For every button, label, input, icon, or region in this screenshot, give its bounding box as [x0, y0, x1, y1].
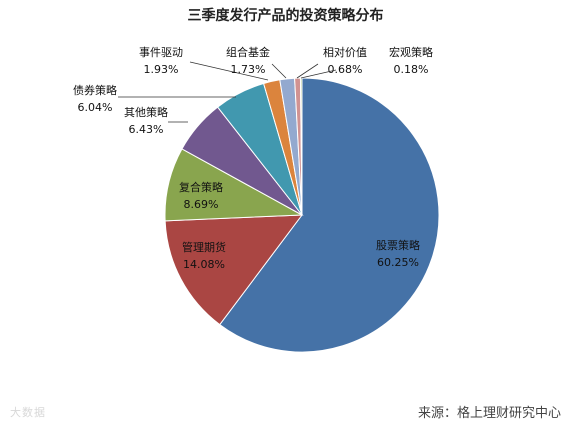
slice-label: 管理期货: [182, 240, 226, 254]
slice-value-label: 0.68%: [328, 63, 363, 76]
leader-line: [271, 63, 287, 79]
leader-line: [189, 61, 269, 81]
slice-label: 股票策略: [376, 238, 420, 252]
slice-label: 其他策略: [124, 105, 168, 119]
slice-value-label: 6.43%: [129, 123, 164, 136]
slice-label: 宏观策略: [389, 45, 433, 59]
source-note: 来源：格上理财研究中心: [417, 406, 561, 421]
slice-label: 债券策略: [73, 83, 117, 97]
watermark: 大数据: [10, 406, 46, 419]
slice-label: 相对价值: [323, 45, 367, 59]
chart-title: 三季度发行产品的投资策略分布: [187, 8, 384, 24]
slice-value-label: 6.04%: [78, 101, 113, 114]
leader-line: [300, 69, 337, 79]
slice-label: 事件驱动: [139, 46, 183, 59]
slice-value-label: 1.73%: [231, 63, 266, 76]
slice-value-label: 8.69%: [184, 198, 219, 211]
slice-value-label: 1.93%: [144, 63, 179, 76]
slice-value-label: 14.08%: [183, 258, 225, 271]
leader-line: [296, 63, 319, 79]
pie-slice: [164, 214, 304, 326]
slice-label: 组合基金: [226, 45, 270, 59]
slice-value-label: 60.25%: [377, 256, 419, 269]
pie-slice: [219, 77, 440, 353]
slice-label: 复合策略: [179, 180, 223, 194]
slice-value-label: 0.18%: [394, 63, 429, 76]
